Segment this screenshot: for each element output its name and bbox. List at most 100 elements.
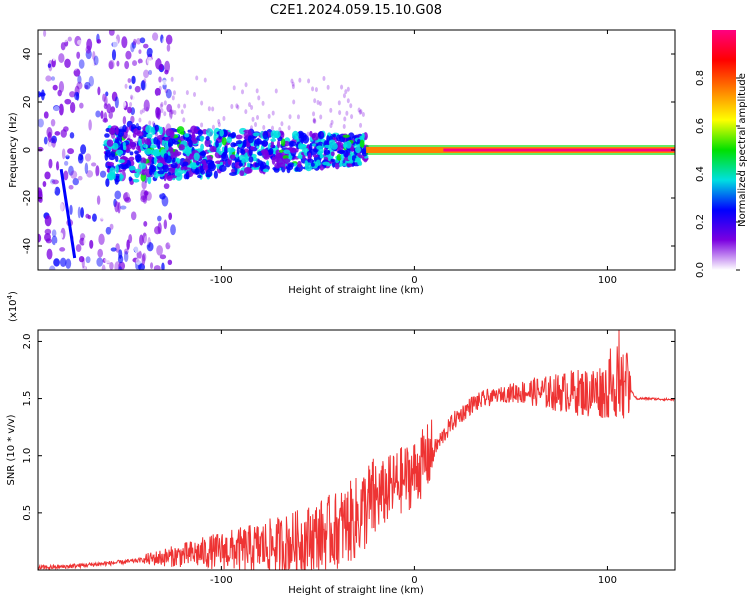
spectrogram-band-blob	[336, 154, 342, 161]
spectrogram-noise-blob	[77, 75, 82, 84]
spectrogram-noise-blob	[54, 186, 61, 196]
spectrogram-noise-blob	[139, 37, 146, 44]
colorbar-tick-label: 0.6	[695, 118, 706, 134]
snr-ytick-label: 1.5	[22, 391, 33, 407]
spectrogram-halo-blob	[316, 100, 320, 106]
spectrogram-band-blob	[323, 149, 331, 155]
spectrogram-ylabel: Frequency (Hz)	[8, 112, 19, 188]
spectrogram-noise-blob	[89, 95, 94, 103]
spectrogram-halo-blob	[290, 78, 294, 84]
spectrogram-noise-blob	[106, 103, 112, 114]
spectrogram-noise-blob	[48, 158, 53, 169]
snr-panel: -100 0 100 0.5 1.0 1.5 2.0 Height of straight …	[6, 291, 676, 596]
spectrogram-halo-blob	[329, 123, 333, 129]
spectrogram-band-blob	[106, 139, 114, 147]
spectrogram-noise-blob	[102, 93, 106, 102]
spectrogram-halo-blob	[170, 109, 174, 115]
spectrogram-halo-blob	[160, 108, 164, 114]
spectrogram-noise-blob	[100, 45, 107, 55]
spectrogram-noise-blob	[99, 181, 104, 189]
spectrogram-noise-blob	[44, 215, 52, 227]
spectrogram-band-blob	[144, 148, 153, 155]
spectrogram-xtick-label: 100	[598, 275, 617, 286]
spectrogram-halo-blob	[314, 87, 318, 93]
spectrogram-halo-blob	[322, 76, 326, 82]
spectrogram-noise-blob	[97, 66, 102, 76]
spectrogram-band-blob	[209, 145, 217, 153]
spectrogram-band-blob	[191, 138, 198, 144]
colorbar-tick-label: 0.8	[695, 70, 706, 86]
spectrogram-noise-blob	[84, 30, 89, 39]
spectrogram-band-blob	[147, 175, 152, 185]
spectrogram-band-blob	[268, 147, 274, 155]
spectrogram-halo-blob	[163, 100, 167, 106]
spectrogram-noise-blob	[148, 69, 153, 76]
spectrogram-band-blob	[361, 132, 365, 140]
spectrogram-noise-blob	[155, 58, 162, 70]
spectrogram-noise-blob	[44, 86, 49, 92]
spectrogram-halo-blob	[361, 111, 365, 117]
spectrogram-noise-blob	[85, 120, 91, 125]
spectrogram-noise-blob	[155, 201, 160, 209]
snr-ytick-label: 2.0	[22, 333, 33, 349]
spectrogram-halo-blob	[173, 128, 177, 134]
spectrogram-noise-blob	[51, 135, 57, 144]
spectrogram-band-blob	[262, 150, 269, 159]
spectrogram-noise-blob	[53, 258, 60, 267]
spectrogram-noise-blob	[63, 126, 69, 132]
spectrogram-band-blob	[191, 131, 196, 140]
spectrogram-noise-blob	[161, 262, 165, 270]
spectrogram-band-blob	[111, 142, 119, 150]
spectrogram-noise-blob	[79, 102, 84, 109]
spectrogram-noise-blob	[141, 253, 146, 266]
spectrogram-noise-blob	[86, 38, 93, 51]
spectrogram-band-blob	[282, 155, 289, 160]
spectrogram-noise-blob	[89, 177, 94, 188]
spectrogram-band-blob	[248, 156, 254, 163]
spectrogram-halo-blob	[346, 86, 350, 92]
spectrogram-halo-blob	[232, 85, 236, 91]
spectrogram-noise-blob	[92, 50, 96, 62]
spectrogram-noise-blob	[55, 65, 59, 76]
spectrogram-noise-blob	[42, 75, 46, 86]
spectrogram-halo-blob	[342, 123, 346, 129]
spectrogram-band-blob	[205, 136, 210, 141]
spectrogram-noise-blob	[73, 203, 79, 212]
spectrogram-band-blob	[302, 155, 306, 160]
spectrogram-noise-blob	[44, 171, 51, 180]
spectrogram-halo-blob	[345, 110, 349, 116]
spectrogram-halo-blob	[124, 83, 128, 89]
spectrogram-band-blob	[153, 136, 159, 145]
spectrogram-panel: -100 0 100 -40 -20 0 20 40 Height of straight l…	[8, 29, 676, 296]
spectrogram-noise-blob	[147, 225, 154, 237]
spectrogram-band-blob	[309, 148, 318, 156]
spectrogram-noise-blob	[144, 235, 151, 246]
spectrogram-halo-blob	[235, 103, 239, 109]
spectrogram-band-blob	[235, 134, 243, 140]
spectrogram-noise-blob	[165, 88, 172, 99]
spectrogram-band-blob	[218, 164, 227, 172]
spectrogram-streak	[59, 168, 77, 259]
spectrogram-halo-blob	[124, 105, 128, 111]
spectrogram-noise-blob	[80, 118, 86, 129]
spectrogram-halo-blob	[313, 118, 317, 124]
spectrogram-noise-blob	[46, 248, 53, 260]
spectrogram-noise-blob	[49, 265, 56, 270]
spectrogram-halo-blob	[306, 131, 310, 137]
spectrogram-halo-blob	[200, 122, 204, 128]
spectrogram-band-blob	[167, 141, 172, 148]
snr-xtick-label: 0	[411, 575, 417, 586]
spectrogram-band-blob	[154, 124, 159, 132]
spectrogram-noise-blob	[146, 47, 153, 58]
spectrogram-band-blob	[148, 169, 154, 176]
spectrogram-halo-blob	[280, 121, 284, 127]
spectrogram-noise-blob	[99, 170, 107, 178]
spectrogram-band-blob	[188, 139, 193, 148]
spectrogram-band-blob	[142, 144, 149, 149]
spectrogram-band-blob	[342, 134, 350, 138]
spectrogram-halo-blob	[330, 119, 334, 125]
spectrogram-noise-blob	[158, 188, 164, 195]
spectrogram-noise-blob	[70, 170, 78, 179]
spectrogram-band-blob	[231, 162, 236, 169]
spectrogram-noise-blob	[96, 175, 101, 181]
